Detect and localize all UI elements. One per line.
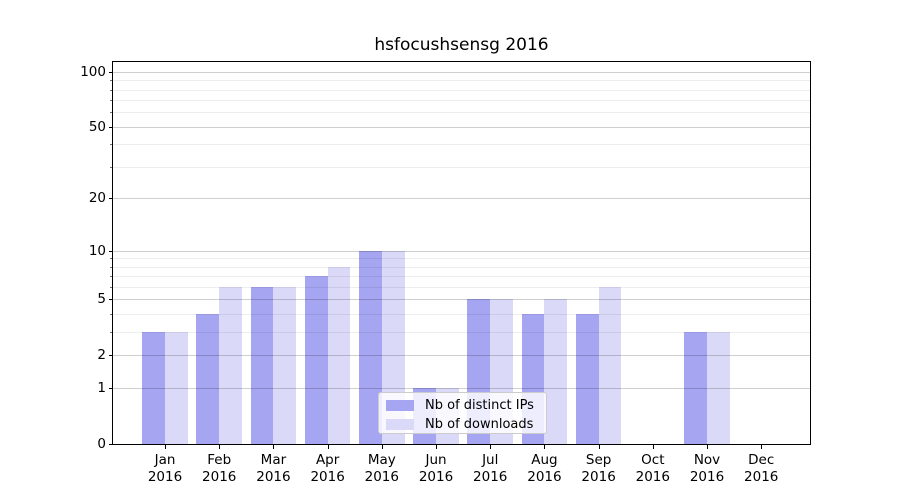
gridline-minor-3	[113, 332, 810, 334]
gridline-minor-6	[113, 287, 810, 289]
gridline-minor-30	[113, 167, 810, 169]
x-tick-label-jul: Jul 2016	[473, 452, 508, 485]
legend-swatch-downloads	[386, 419, 414, 430]
y-tick-mark-1	[109, 388, 113, 390]
x-tick-mark-dec	[761, 445, 763, 449]
y-minor-tick-mark-90	[110, 80, 113, 82]
x-tick-label-feb: Feb 2016	[202, 452, 237, 485]
y-tick-mark-10	[109, 250, 113, 252]
gridline-major-1	[113, 388, 810, 390]
y-minor-tick-mark-70	[110, 100, 113, 102]
legend-swatch-distinct-ips	[386, 400, 414, 411]
y-tick-label-100: 100	[80, 63, 106, 80]
y-tick-label-2: 2	[97, 347, 106, 364]
bar-downloads-mar	[273, 287, 297, 444]
x-tick-label-oct: Oct 2016	[635, 452, 670, 485]
x-tick-mark-nov	[707, 445, 709, 449]
bar-distinct-ips-sep	[575, 314, 599, 444]
gridline-major-50	[113, 126, 810, 128]
gridline-minor-9	[113, 258, 810, 260]
bar-distinct-ips-jan	[142, 332, 166, 444]
legend-item-distinct-ips: Nb of distinct IPs	[386, 398, 546, 413]
y-tick-label-5: 5	[97, 291, 106, 308]
gridline-major-5	[113, 299, 810, 301]
x-tick-label-apr: Apr 2016	[310, 452, 345, 485]
y-minor-tick-mark-30	[110, 167, 113, 169]
y-minor-tick-mark-6	[110, 287, 113, 289]
y-tick-mark-100	[109, 71, 113, 73]
gridline-minor-60	[113, 112, 810, 114]
gridline-major-10	[113, 250, 810, 252]
x-tick-label-may: May 2016	[364, 452, 399, 485]
chart-title: hsfocushsensg 2016	[374, 35, 549, 55]
y-tick-mark-2	[109, 355, 113, 357]
bar-distinct-ips-apr	[304, 276, 328, 444]
legend-item-downloads: Nb of downloads	[386, 417, 546, 432]
gridline-minor-90	[113, 80, 810, 82]
gridline-major-100	[113, 71, 810, 73]
gridline-minor-7	[113, 276, 810, 278]
gridline-major-2	[113, 355, 810, 357]
y-tick-label-1: 1	[97, 380, 106, 397]
y-minor-tick-mark-3	[110, 332, 113, 334]
x-tick-mark-may	[381, 445, 383, 449]
y-tick-label-20: 20	[88, 190, 106, 207]
bar-downloads-aug	[544, 299, 568, 444]
y-tick-label-10: 10	[88, 242, 106, 259]
y-tick-mark-0	[109, 444, 113, 445]
x-tick-label-mar: Mar 2016	[256, 452, 291, 485]
bar-downloads-feb	[219, 287, 242, 444]
x-tick-mark-feb	[219, 445, 221, 449]
x-tick-mark-oct	[652, 445, 654, 449]
y-minor-tick-mark-7	[110, 276, 113, 278]
bar-distinct-ips-may	[359, 250, 382, 444]
x-tick-mark-mar	[273, 445, 275, 449]
x-tick-label-nov: Nov 2016	[689, 452, 725, 485]
x-tick-mark-jan	[165, 445, 167, 449]
y-tick-label-0: 0	[97, 436, 106, 452]
bar-downloads-apr	[327, 266, 351, 444]
x-tick-label-jan: Jan 2016	[147, 452, 183, 485]
gridline-minor-8	[113, 266, 810, 268]
gridline-minor-70	[113, 100, 810, 102]
bar-distinct-ips-nov	[684, 332, 707, 444]
bar-downloads-jan	[165, 332, 188, 444]
gridline-minor-4	[113, 314, 810, 316]
x-tick-mark-jul	[490, 445, 492, 449]
bar-downloads-nov	[707, 332, 730, 444]
gridline-minor-80	[113, 89, 810, 91]
x-tick-label-jun: Jun 2016	[418, 452, 454, 485]
gridline-major-20	[113, 198, 810, 200]
bar-distinct-ips-mar	[250, 287, 274, 444]
legend: Nb of distinct IPs Nb of downloads	[378, 392, 547, 434]
y-tick-mark-20	[109, 198, 113, 200]
gridline-minor-40	[113, 144, 810, 146]
x-tick-mark-sep	[598, 445, 600, 449]
y-minor-tick-mark-8	[110, 266, 113, 268]
legend-label-downloads: Nb of downloads	[425, 417, 534, 432]
x-tick-label-sep: Sep 2016	[581, 452, 616, 485]
y-minor-tick-mark-40	[110, 144, 113, 146]
y-minor-tick-mark-60	[110, 112, 113, 114]
x-tick-mark-aug	[544, 445, 546, 449]
y-tick-mark-5	[109, 299, 113, 301]
bar-distinct-ips-feb	[196, 314, 220, 444]
plot-area: Nb of distinct IPs Nb of downloads	[112, 61, 811, 445]
x-tick-label-aug: Aug 2016	[527, 452, 562, 485]
y-minor-tick-mark-4	[110, 314, 113, 316]
y-minor-tick-mark-9	[110, 258, 113, 260]
y-tick-label-50: 50	[88, 118, 106, 135]
bar-downloads-sep	[598, 287, 622, 444]
x-tick-mark-apr	[327, 445, 329, 449]
y-minor-tick-mark-80	[110, 89, 113, 91]
y-tick-mark-50	[109, 126, 113, 128]
x-tick-mark-jun	[436, 445, 438, 449]
x-tick-label-dec: Dec 2016	[744, 452, 779, 485]
grid-layer	[113, 62, 810, 444]
legend-label-distinct-ips: Nb of distinct IPs	[425, 398, 534, 413]
